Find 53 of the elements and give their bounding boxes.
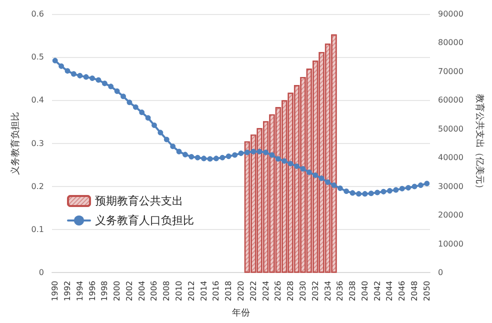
y2-tick-label: 80000 bbox=[438, 38, 464, 48]
x-tick-label: 2048 bbox=[410, 280, 420, 302]
y2-tick-label: 50000 bbox=[438, 124, 464, 134]
y2-tick-label: 0 bbox=[438, 268, 444, 278]
x-tick-label: 2016 bbox=[212, 280, 221, 302]
y-tick-label: 0 bbox=[38, 268, 44, 278]
x-tick-label: 2044 bbox=[385, 280, 394, 302]
x-tick-label: 2042 bbox=[372, 280, 382, 302]
x-tick-label: 2020 bbox=[236, 280, 246, 302]
x-tick-label: 1990 bbox=[50, 280, 60, 302]
x-tick-label: 2024 bbox=[261, 280, 270, 302]
x-tick-label: 2002 bbox=[124, 280, 134, 302]
x-tick-label: 2026 bbox=[274, 280, 283, 302]
y-tick-label: 0.3 bbox=[31, 138, 44, 148]
y2-tick-label: 10000 bbox=[438, 239, 464, 248]
x-tick-label: 2006 bbox=[150, 280, 159, 302]
y-tick-label: 0.5 bbox=[31, 52, 44, 62]
x-tick-label: 2014 bbox=[199, 280, 208, 302]
x-tick-label: 2046 bbox=[398, 280, 407, 302]
y2-tick-label: 40000 bbox=[438, 153, 464, 162]
x-tick-label: 2040 bbox=[360, 280, 370, 302]
x-tick-label: 2022 bbox=[248, 280, 258, 302]
x-tick-label: 1994 bbox=[75, 280, 84, 302]
x-tick-label: 2028 bbox=[286, 280, 296, 302]
x-tick-label: 1996 bbox=[88, 280, 97, 302]
x-tick-label: 2008 bbox=[162, 280, 172, 302]
x-tick-label: 2018 bbox=[224, 280, 234, 302]
x-tick-label: 2032 bbox=[310, 280, 320, 302]
y-tick-label: 0.4 bbox=[31, 96, 44, 105]
y2-tick-label: 90000 bbox=[438, 10, 464, 18]
x-tick-label: 2034 bbox=[323, 280, 332, 302]
legend-label: 预期教育公共支出 bbox=[95, 194, 183, 208]
x-tick-label: 2004 bbox=[137, 280, 146, 302]
x-tick-label: 2030 bbox=[298, 280, 308, 302]
x-tick-label: 2010 bbox=[174, 280, 184, 302]
y2-tick-label: 20000 bbox=[438, 210, 464, 220]
x-tick-label: 2050 bbox=[422, 280, 432, 302]
y2-tick-label: 70000 bbox=[438, 67, 464, 76]
x-tick-label: 1992 bbox=[62, 280, 72, 302]
y-axis-title: 义务教育负担比 bbox=[10, 112, 21, 175]
x-tick-label: 2012 bbox=[186, 280, 196, 302]
x-tick-label: 1998 bbox=[100, 280, 110, 302]
x-tick-label: 2000 bbox=[112, 280, 122, 302]
y-tick-label: 0.2 bbox=[31, 182, 44, 191]
y2-tick-label: 60000 bbox=[438, 96, 464, 105]
y-tick-label: 0.1 bbox=[31, 225, 44, 234]
x-tick-label: 2036 bbox=[336, 280, 345, 302]
y2-axis-title: 教育公共支出（亿美元） bbox=[474, 94, 485, 193]
y2-tick-label: 30000 bbox=[438, 182, 464, 191]
x-axis-title: 年份 bbox=[232, 308, 250, 318]
legend-label: 义务教育人口负担比 bbox=[95, 214, 194, 227]
y-tick-label: 0.6 bbox=[31, 10, 44, 18]
x-tick-label: 2038 bbox=[348, 280, 358, 302]
